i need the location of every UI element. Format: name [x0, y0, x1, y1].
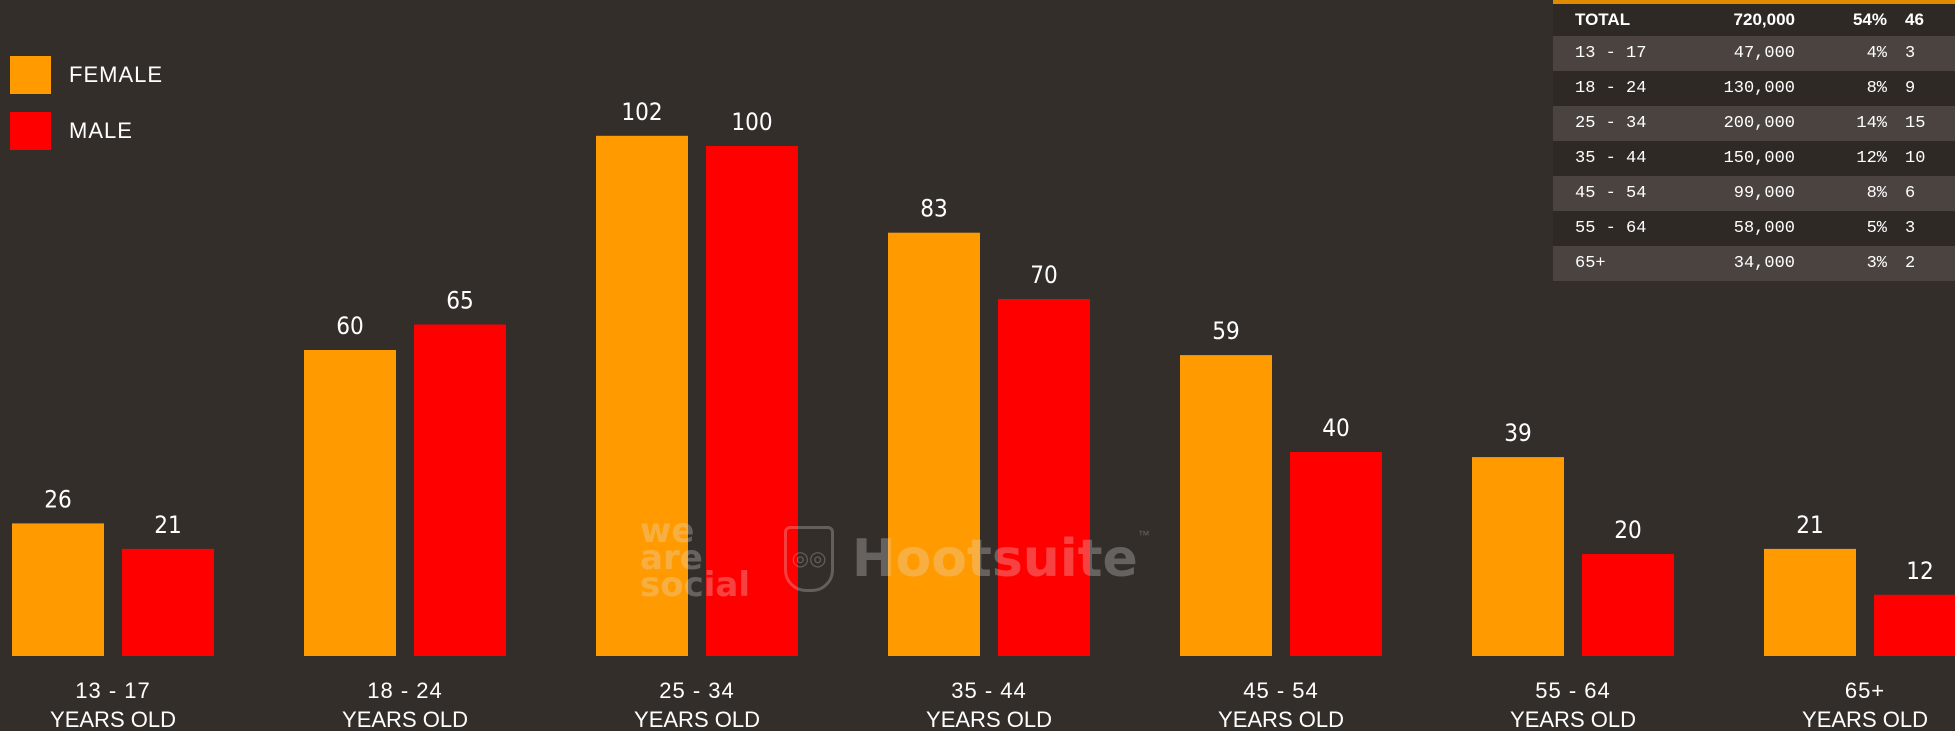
table-cell: 12% [1856, 149, 1887, 168]
data-label-male: 12 [1906, 557, 1933, 585]
table-cell: 34,000 [1733, 254, 1795, 273]
x-tick-sublabel: YEARS OLD [926, 707, 1052, 731]
table-cell: 47,000 [1733, 44, 1795, 63]
watermark: we are social ◎◎ Hootsuite ™ [640, 511, 1150, 605]
legend-item-female: FEMALE [10, 56, 163, 94]
table-cell: 99,000 [1733, 184, 1795, 203]
table-cell: 2 [1905, 254, 1916, 273]
logo-text: are [640, 538, 703, 578]
data-label-male: 70 [1030, 261, 1057, 289]
table-cell: 18 - 24 [1575, 79, 1647, 98]
table-cell: 150,000 [1723, 149, 1795, 168]
bar-male [1290, 452, 1382, 656]
bar-female [304, 350, 396, 656]
legend-label-female: FEMALE [69, 62, 164, 87]
table-cell: TOTAL [1575, 10, 1631, 29]
hootsuite-logo: Hootsuite [852, 528, 1138, 589]
male-swatch [10, 112, 51, 150]
bar-female [1180, 355, 1272, 656]
owl-icon: ◎◎ [784, 525, 835, 592]
table-cell: 58,000 [1733, 219, 1795, 238]
legend-item-male: MALE [10, 112, 163, 150]
data-label-female: 21 [1796, 511, 1823, 539]
table-cell: 45 - 54 [1575, 184, 1647, 203]
table-row: 45 - 54 99,000 8% 6 [1553, 176, 1955, 211]
table-row: 18 - 24 130,000 8% 9 [1553, 71, 1955, 106]
data-label-female: 60 [336, 312, 363, 340]
table-cell: 14% [1856, 114, 1887, 133]
data-label-female: 39 [1504, 419, 1531, 447]
data-label-male: 100 [731, 108, 772, 136]
x-tick-label: 55 - 64 [1535, 678, 1611, 703]
legend-label-male: MALE [69, 118, 133, 143]
table-cell: 8% [1866, 184, 1887, 203]
bar-female [596, 135, 688, 657]
table-header-row: TOTAL 720,000 54% 46 [1553, 4, 1955, 36]
x-tick-sublabel: YEARS OLD [1218, 707, 1344, 731]
x-tick-sublabel: YEARS OLD [1802, 707, 1928, 731]
table-cell: 10 [1905, 149, 1926, 168]
logo-text: social [640, 565, 751, 605]
table-cell: 54% [1852, 10, 1887, 29]
x-tick-label: 35 - 44 [951, 678, 1027, 703]
bar-female [888, 232, 980, 656]
table-cell: 6 [1905, 184, 1916, 203]
table-cell: 5% [1866, 219, 1887, 238]
table-cell: 200,000 [1723, 114, 1795, 133]
table-cell: 8% [1866, 79, 1887, 98]
female-swatch [10, 56, 51, 94]
table-cell: 55 - 64 [1575, 219, 1647, 238]
data-label-male: 65 [446, 287, 473, 315]
table-row: 65+ 34,000 3% 2 [1553, 246, 1955, 281]
table-cell: 130,000 [1723, 79, 1795, 98]
table-cell: 3 [1905, 219, 1916, 238]
x-tick-sublabel: YEARS OLD [50, 707, 176, 731]
data-label-female: 59 [1212, 317, 1239, 345]
bar-male [998, 299, 1090, 656]
table-cell: 3% [1866, 254, 1887, 273]
we-are-social-logo: we are social [640, 511, 751, 605]
data-label-female: 83 [920, 195, 947, 223]
table-cell: 46 [1905, 10, 1924, 29]
table-cell: 13 - 17 [1575, 44, 1647, 63]
data-label-male: 21 [154, 511, 181, 539]
bar-male [1874, 594, 1955, 656]
x-tick-sublabel: YEARS OLD [1510, 707, 1636, 731]
bar-male [706, 146, 798, 656]
x-tick-label: 18 - 24 [367, 678, 443, 703]
x-tick-label: 65+ [1845, 678, 1885, 703]
table-cell: 35 - 44 [1575, 149, 1647, 168]
bar-female [12, 523, 104, 656]
bar-female [1764, 548, 1856, 656]
logo-text: we [640, 511, 695, 551]
table-cell: 720,000 [1733, 10, 1795, 29]
data-label-female: 26 [44, 485, 71, 513]
table-row: 55 - 64 58,000 5% 3 [1553, 211, 1955, 246]
data-label-female: 102 [621, 98, 662, 126]
x-tick-sublabel: YEARS OLD [634, 707, 760, 731]
bar-male [122, 548, 214, 656]
table-cell: 25 - 34 [1575, 114, 1647, 133]
data-label-male: 40 [1322, 414, 1349, 442]
table-cell: 15 [1905, 114, 1926, 133]
x-tick-label: 25 - 34 [659, 678, 735, 703]
bar-male [414, 324, 506, 656]
x-tick-sublabel: YEARS OLD [342, 707, 468, 731]
bar-female [1472, 457, 1564, 656]
table-cell: 65+ [1575, 254, 1606, 273]
summary-table: TOTAL 720,000 54% 46 13 - 17 47,000 4% 3… [1553, 0, 1955, 281]
data-label-male: 20 [1614, 516, 1641, 544]
legend: FEMALE MALE [10, 56, 163, 168]
bar-male [1582, 554, 1674, 656]
trademark: ™ [1137, 528, 1150, 542]
table-cell: 3 [1905, 44, 1916, 63]
table-row: 35 - 44 150,000 12% 10 [1553, 141, 1955, 176]
table-row: 25 - 34 200,000 14% 15 [1553, 106, 1955, 141]
table-row: 13 - 17 47,000 4% 3 [1553, 36, 1955, 71]
x-tick-label: 45 - 54 [1243, 678, 1319, 703]
table-cell: 9 [1905, 79, 1916, 98]
x-tick-label: 13 - 17 [75, 678, 151, 703]
table-cell: 4% [1866, 44, 1887, 63]
